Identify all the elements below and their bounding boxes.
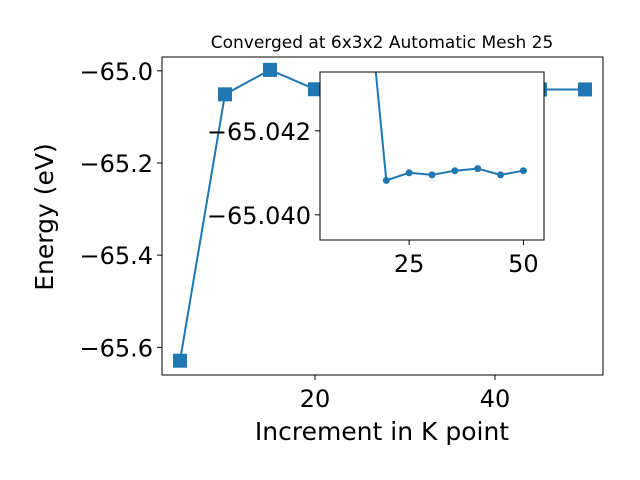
main-point-1 <box>218 87 232 102</box>
inset-plot: 25 50 −65.040 −65.042 <box>207 71 545 278</box>
x-axis-label: Increment in K point <box>255 417 509 446</box>
inset-x-tick-label-1: 50 <box>508 250 539 278</box>
inset-point-1 <box>382 176 390 184</box>
inset-point-4 <box>451 167 459 175</box>
main-y-tick-label-3: −65.6 <box>79 334 153 362</box>
inset-y-tick-label-1: −65.042 <box>207 118 311 146</box>
main-y-tick-label-0: −65.0 <box>79 58 153 86</box>
main-point-3 <box>308 82 322 97</box>
inset-point-7 <box>519 167 527 175</box>
main-frame <box>161 56 604 376</box>
inset-frame <box>319 71 545 241</box>
inset-point-5 <box>474 165 482 173</box>
main-point-0 <box>173 353 187 368</box>
main-point-2 <box>263 62 277 77</box>
main-point-9 <box>578 82 592 97</box>
inset-point-3 <box>428 171 436 179</box>
inset-point-6 <box>497 171 505 179</box>
inset-background <box>320 72 544 240</box>
inset-point-2 <box>405 169 413 177</box>
main-y-tick-label-2: −65.4 <box>79 242 153 270</box>
inset-x-tick-label-0: 25 <box>394 250 425 278</box>
main-x-tick-label-0: 20 <box>300 385 331 413</box>
y-axis-label: Energy (eV) <box>30 143 59 290</box>
inset-y-tick-label-0: −65.040 <box>207 202 311 230</box>
main-x-tick-label-1: 40 <box>480 385 511 413</box>
main-y-tick-label-1: −65.2 <box>79 150 153 178</box>
inset-series-line <box>374 72 524 182</box>
chart-title: Converged at 6x3x2 Automatic Mesh 25 <box>211 33 554 53</box>
